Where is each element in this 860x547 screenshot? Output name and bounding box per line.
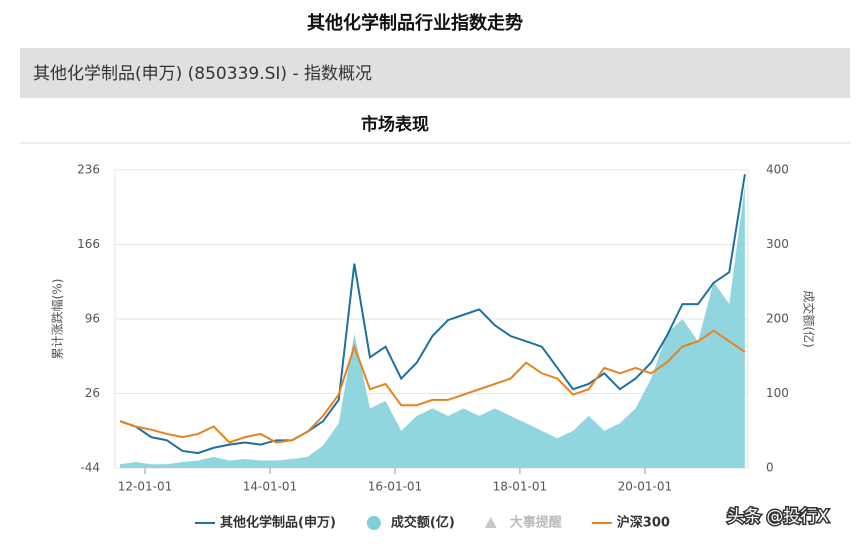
panel-header: [20, 48, 850, 98]
x-tick-label: 14-01-01: [243, 480, 297, 494]
watermark: 头条 @投行X: [727, 507, 829, 527]
y-tick-label: 96: [85, 312, 100, 326]
y2-tick-label: 200: [766, 312, 789, 326]
x-tick-label: 16-01-01: [368, 480, 422, 494]
legend-icon: [366, 516, 381, 530]
page-title: 其他化学制品行业指数走势: [307, 12, 523, 34]
x-tick-label: 20-01-01: [618, 480, 672, 494]
area-series: [119, 184, 745, 468]
legend-label: 成交额(亿): [391, 515, 455, 531]
section-title: 市场表现: [361, 114, 429, 135]
y-axis-label: 累计涨跌幅(%): [50, 279, 65, 360]
y2-tick-label: 0: [766, 461, 774, 475]
y-tick-label: 26: [85, 386, 100, 400]
x-tick-label: 18-01-01: [493, 480, 547, 494]
line-series: [119, 329, 746, 444]
y2-tick-label: 400: [766, 163, 789, 177]
x-tick-label: 12-01-01: [118, 480, 172, 494]
line-series: [119, 174, 746, 455]
y-tick-label: 166: [77, 237, 100, 251]
y2-tick-label: 100: [766, 386, 789, 400]
y2-axis-label: 成交额(亿): [802, 290, 817, 347]
legend-label: 其他化学制品(申万): [220, 515, 336, 531]
legend-label: 沪深300: [617, 515, 670, 531]
y-tick-label: -44: [80, 461, 100, 475]
legend-icon: [484, 517, 497, 528]
y-tick-label: 236: [77, 163, 100, 177]
panel-title: 其他化学制品(申万) (850339.SI) - 指数概况: [33, 64, 372, 84]
y2-tick-label: 300: [766, 237, 789, 251]
legend-label: 大事提醒: [510, 515, 562, 531]
